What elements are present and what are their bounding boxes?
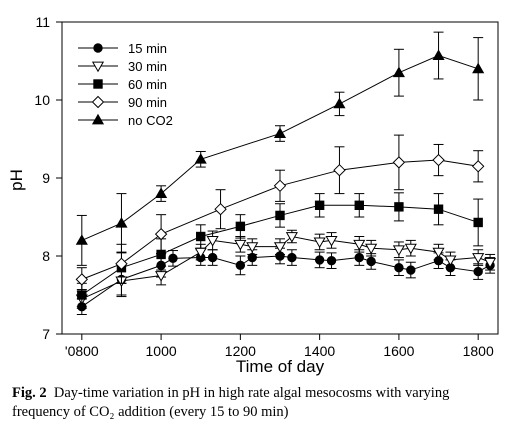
series-30-min <box>75 229 497 309</box>
data-point-circle <box>354 252 364 263</box>
data-point-triangle-up <box>75 234 88 245</box>
data-point-triangle-up <box>155 187 168 198</box>
legend: 15 min 30 min 60 min 90 min no CO2 <box>78 41 173 128</box>
data-point-diamond <box>273 179 287 193</box>
caption-label: Fig. 2 <box>12 385 47 401</box>
x-tick-label: 1200 <box>225 343 256 359</box>
y-tick-label: 8 <box>42 248 50 264</box>
data-point-circle <box>406 265 416 275</box>
series-line <box>81 235 491 300</box>
data-point-triangle-down <box>444 255 457 267</box>
data-point-triangle-down <box>404 243 417 255</box>
data-point-square <box>433 204 444 214</box>
x-tick-label: '0800 <box>65 343 99 359</box>
data-point-triangle-down <box>234 239 247 251</box>
data-point-triangle-down <box>155 271 168 282</box>
data-point-square <box>275 210 285 221</box>
data-point-square <box>77 290 87 300</box>
x-tick-label: 1600 <box>383 343 414 359</box>
data-point-circle <box>473 266 483 277</box>
data-point-diamond <box>432 153 445 167</box>
data-point-diamond <box>75 273 89 286</box>
data-point-diamond <box>115 257 128 271</box>
y-axis-label: pH <box>7 169 26 191</box>
legend-label: 60 min <box>128 77 167 92</box>
data-point-circle <box>207 252 218 263</box>
data-point-triangle-up <box>432 49 445 60</box>
legend-item: no CO2 <box>78 113 173 128</box>
data-point-triangle-down <box>273 242 287 253</box>
data-point-square <box>196 231 206 242</box>
legend-label: 15 min <box>128 41 167 56</box>
data-point-triangle-up <box>194 153 207 164</box>
data-point-circle <box>287 252 297 263</box>
x-tick-label: 1000 <box>146 343 177 359</box>
data-point-diamond <box>392 156 406 169</box>
data-point-triangle-down <box>472 253 485 264</box>
data-point-diamond <box>154 227 168 241</box>
data-point-circle <box>366 256 376 267</box>
data-point-diamond <box>471 160 485 173</box>
data-point-circle <box>326 255 337 266</box>
legend-label: 90 min <box>128 95 167 110</box>
series-no-co2 <box>75 31 485 266</box>
legend-label: no CO2 <box>128 113 173 128</box>
series-90-min <box>75 134 485 292</box>
y-tick-label: 9 <box>42 170 50 186</box>
series-60-min <box>76 192 484 308</box>
legend-item: 30 min <box>78 59 167 74</box>
data-point-square <box>93 79 103 89</box>
data-point-triangle-down <box>206 236 219 247</box>
data-point-square <box>473 217 483 228</box>
data-point-triangle-up <box>472 62 485 74</box>
y-axis: 7 8 9 10 11 <box>34 14 62 342</box>
data-point-triangle-up <box>392 66 405 78</box>
caption-text: Day-time variation in pH in high rate al… <box>12 385 450 420</box>
data-point-triangle-down <box>91 61 105 73</box>
x-axis-label: Time of day <box>236 357 325 376</box>
data-point-triangle-up <box>333 97 346 109</box>
data-point-circle <box>93 43 103 53</box>
data-point-triangle-down <box>365 243 378 255</box>
series-layer <box>75 31 497 315</box>
chart: '0800 1000 1200 1400 1600 1800 7 8 9 10 11 Time o… <box>7 14 499 376</box>
data-point-circle <box>235 260 246 271</box>
legend-item: 90 min <box>78 95 167 110</box>
data-point-triangle-down <box>325 236 338 247</box>
y-tick-label: 7 <box>42 326 50 342</box>
data-point-square <box>354 200 364 211</box>
data-point-circle <box>168 253 178 264</box>
data-point-square <box>314 200 325 211</box>
x-axis: '0800 1000 1200 1400 1600 1800 <box>65 334 494 359</box>
legend-label: 30 min <box>128 59 167 74</box>
data-point-triangle-up <box>91 113 105 125</box>
data-point-triangle-down <box>353 239 366 251</box>
series-15-min <box>76 247 496 315</box>
data-point-triangle-up <box>273 127 287 138</box>
data-point-circle <box>314 255 325 265</box>
data-point-triangle-down <box>392 245 405 256</box>
data-point-square <box>235 221 246 232</box>
series-line <box>81 255 491 308</box>
x-tick-label: 1800 <box>463 343 494 359</box>
data-point-triangle-down <box>285 232 298 243</box>
figure-caption: Fig. 2 Day-time variation in pH in high … <box>12 384 504 422</box>
data-point-diamond <box>214 202 227 216</box>
legend-item: 60 min <box>78 77 167 92</box>
data-point-square <box>394 202 404 212</box>
data-point-triangle-down <box>313 237 326 249</box>
data-point-triangle-up <box>115 217 128 228</box>
data-point-triangle-down <box>246 242 259 253</box>
data-point-circle <box>394 263 404 273</box>
data-point-diamond <box>333 163 346 177</box>
data-point-diamond <box>91 95 105 109</box>
y-tick-label: 10 <box>34 92 50 108</box>
x-tick-label: 1400 <box>304 343 335 359</box>
data-point-triangle-down <box>484 257 497 269</box>
y-tick-label: 11 <box>35 14 50 30</box>
legend-item: 15 min <box>78 41 167 56</box>
data-point-triangle-down <box>432 247 445 259</box>
